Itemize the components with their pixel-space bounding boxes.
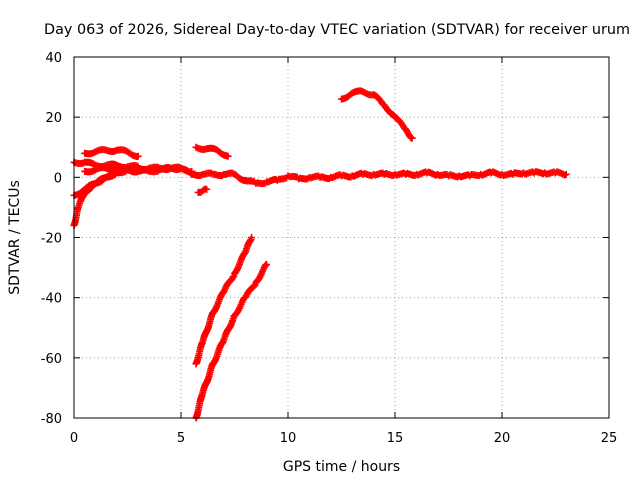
data-point bbox=[224, 152, 232, 160]
x-tick-label: 5 bbox=[177, 431, 185, 446]
y-tick-label: -60 bbox=[41, 352, 62, 367]
y-tick-label: -80 bbox=[41, 412, 62, 427]
data-point bbox=[408, 134, 416, 142]
data-point bbox=[188, 167, 196, 175]
track-short-mid bbox=[192, 143, 232, 160]
y-tick-label: -20 bbox=[41, 232, 62, 247]
track-plunge-1 bbox=[192, 234, 256, 368]
data-point bbox=[263, 261, 271, 269]
x-tick-label: 20 bbox=[494, 431, 511, 446]
track-arc bbox=[338, 87, 416, 142]
chart-title: Day 063 of 2026, Sidereal Day-to-day VTE… bbox=[44, 22, 630, 38]
data-point bbox=[134, 163, 142, 171]
data-point bbox=[562, 170, 570, 178]
x-tick-label: 0 bbox=[70, 431, 78, 446]
y-tick-label: 40 bbox=[45, 51, 62, 66]
axis-ticks: 0 5 10 15 20 25 -80 -60 -40 -20 0 20 40 bbox=[41, 51, 618, 446]
data-point-fill bbox=[229, 274, 237, 282]
x-tick-label: 10 bbox=[280, 431, 297, 446]
track-short-dip bbox=[194, 185, 211, 196]
data-point bbox=[203, 185, 211, 193]
track-plunge-2 bbox=[192, 261, 271, 422]
x-axis-title: GPS time / hours bbox=[283, 459, 400, 475]
y-tick-label: 20 bbox=[45, 111, 62, 126]
x-tick-label: 25 bbox=[601, 431, 618, 446]
track-top-left bbox=[70, 158, 142, 172]
y-tick-label: 0 bbox=[54, 171, 62, 186]
y-tick-label: -40 bbox=[41, 292, 62, 307]
data-point-fill bbox=[133, 162, 141, 170]
x-tick-label: 15 bbox=[387, 431, 404, 446]
track-rising-2 bbox=[70, 165, 142, 229]
data-point bbox=[248, 234, 256, 241]
y-axis-title: SDTVAR / TECUs bbox=[7, 180, 23, 295]
grid bbox=[74, 57, 609, 418]
track-hump-left bbox=[81, 146, 142, 160]
data-point bbox=[134, 152, 142, 160]
data-series bbox=[70, 87, 570, 422]
